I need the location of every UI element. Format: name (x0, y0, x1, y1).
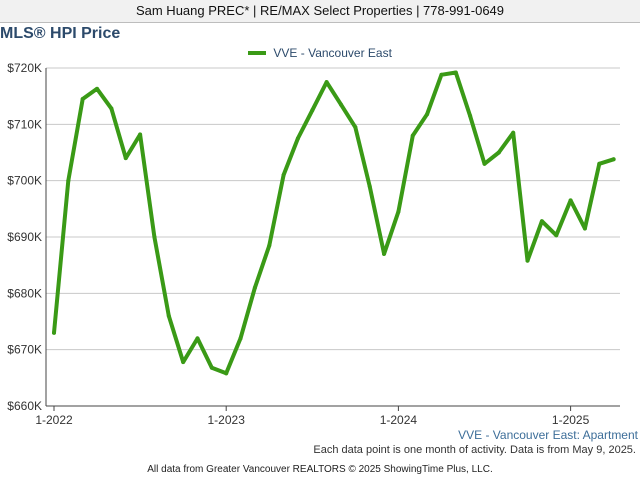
series-label: VVE - Vancouver East: Apartment (458, 428, 638, 442)
x-tick-label: 1-2024 (380, 413, 418, 427)
y-tick-label: $670K (7, 343, 42, 357)
data-point[interactable] (138, 132, 143, 137)
y-tick-label: $680K (7, 286, 42, 300)
data-point[interactable] (295, 136, 300, 141)
footer-source: All data from Greater Vancouver REALTORS… (147, 464, 493, 475)
y-tick-label: $660K (7, 399, 42, 413)
data-point[interactable] (80, 96, 85, 101)
data-point[interactable] (482, 161, 487, 166)
data-point[interactable] (597, 161, 602, 166)
chart-title: MLS® HPI Price (0, 25, 121, 42)
series-line[interactable] (52, 70, 616, 376)
data-point[interactable] (252, 285, 257, 290)
data-point[interactable] (310, 108, 315, 113)
data-point[interactable] (52, 330, 56, 335)
data-point[interactable] (267, 243, 272, 248)
data-point[interactable] (468, 113, 473, 118)
legend-swatch (248, 50, 267, 55)
data-point[interactable] (152, 235, 157, 239)
data-point[interactable] (281, 173, 286, 178)
data-point[interactable] (568, 198, 573, 203)
y-tick-labels: $660K $670K $680K $690K $700K $710K $720K (7, 61, 42, 413)
data-point[interactable] (166, 313, 171, 318)
axes (45, 68, 620, 411)
data-point[interactable] (367, 184, 372, 189)
data-point[interactable] (353, 125, 358, 130)
data-point[interactable] (410, 133, 415, 138)
x-tick-labels: 1-2022 1-2023 1-2024 1-2025 (35, 413, 589, 427)
data-point[interactable] (511, 130, 516, 135)
data-point[interactable] (209, 365, 214, 370)
data-point[interactable] (95, 86, 100, 91)
x-tick-label: 1-2023 (208, 413, 246, 427)
legend-label: VVE - Vancouver East (273, 46, 392, 60)
series-layer (52, 70, 616, 376)
data-point[interactable] (339, 102, 343, 107)
data-point[interactable] (496, 150, 501, 155)
data-point[interactable] (396, 209, 401, 214)
data-point[interactable] (525, 258, 530, 263)
header-bar: Sam Huang PREC* | RE/MAX Select Properti… (0, 0, 640, 23)
x-tick-label: 1-2022 (35, 413, 73, 427)
data-point[interactable] (382, 251, 387, 256)
y-tick-label: $700K (7, 174, 42, 188)
header-text: Sam Huang PREC* | RE/MAX Select Properti… (135, 3, 505, 18)
data-point[interactable] (554, 233, 559, 238)
y-tick-label: $720K (7, 61, 42, 75)
data-point[interactable] (539, 219, 544, 224)
y-tick-label: $690K (7, 230, 42, 244)
data-point[interactable] (582, 226, 587, 231)
data-point[interactable] (611, 157, 616, 162)
data-point[interactable] (238, 336, 243, 341)
data-point[interactable] (453, 70, 458, 75)
data-point[interactable] (439, 72, 444, 77)
grid-lines (46, 67, 620, 351)
y-tick-label: $710K (7, 117, 42, 131)
data-point[interactable] (181, 360, 186, 365)
data-point[interactable] (66, 178, 71, 183)
data-point[interactable] (195, 336, 200, 341)
legend[interactable]: VVE - Vancouver East (0, 45, 640, 61)
data-note: Each data point is one month of activity… (313, 444, 636, 456)
data-point[interactable] (425, 112, 430, 117)
data-point[interactable] (224, 371, 229, 376)
data-point[interactable] (109, 106, 114, 111)
data-point[interactable] (324, 80, 329, 85)
data-point[interactable] (123, 156, 128, 161)
x-tick-label: 1-2025 (552, 413, 590, 427)
